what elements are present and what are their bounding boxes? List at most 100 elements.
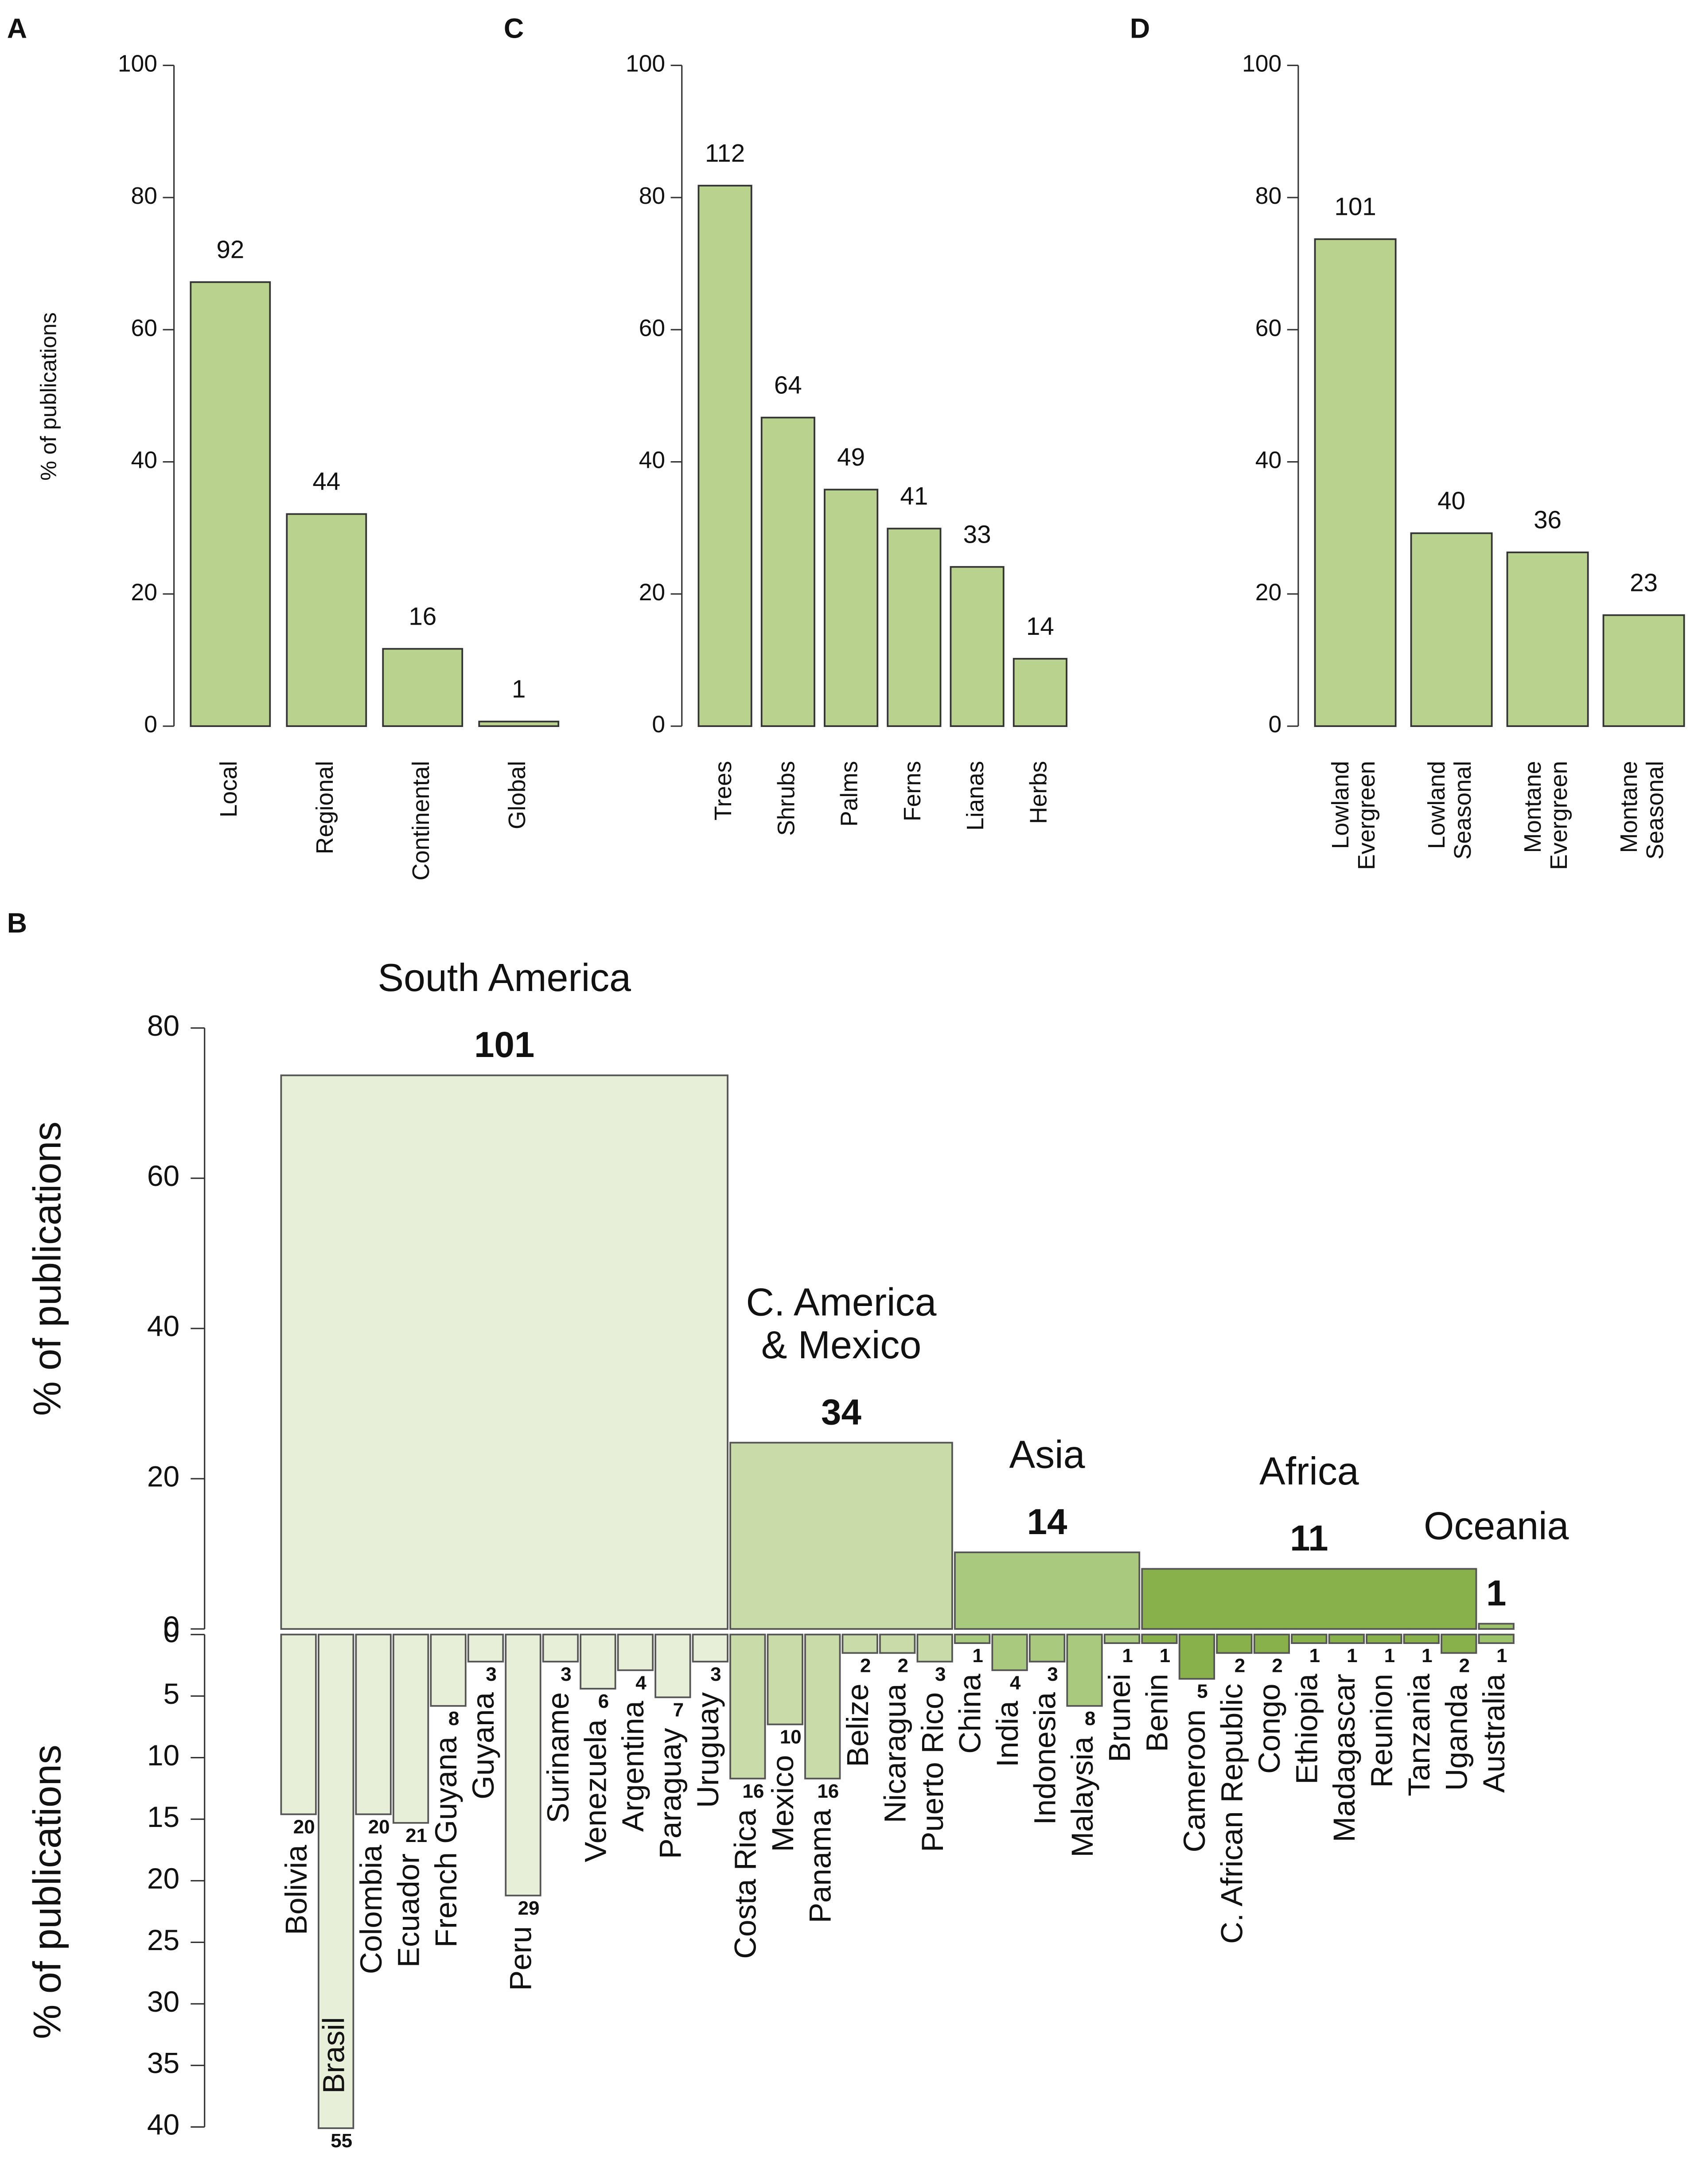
country-bar bbox=[280, 1633, 317, 1815]
bar bbox=[1410, 532, 1493, 727]
country-count: 16 bbox=[817, 1780, 839, 1802]
country-count: 3 bbox=[1047, 1663, 1058, 1685]
group-bar bbox=[1478, 1623, 1515, 1630]
x-tick-label: LowlandEvergreen bbox=[1328, 761, 1380, 870]
x-tick-label-line: Evergreen bbox=[1354, 761, 1380, 870]
country-label: Belize bbox=[840, 1683, 875, 1767]
country-label: Brasil bbox=[316, 2017, 351, 2094]
group-name: South America bbox=[378, 956, 631, 999]
y2-tick-label: 5 bbox=[164, 1677, 180, 1710]
country-bar bbox=[1291, 1633, 1328, 1644]
country-bar bbox=[954, 1633, 991, 1644]
country-label: Indonesia bbox=[1027, 1692, 1062, 1825]
country-label: Cameroon bbox=[1177, 1710, 1211, 1853]
country-bar bbox=[617, 1633, 654, 1671]
bar bbox=[697, 185, 752, 727]
x-tick-label: Local bbox=[216, 761, 242, 818]
country-bar bbox=[1028, 1633, 1066, 1663]
country-label: Peru bbox=[503, 1926, 538, 1991]
country-bar bbox=[505, 1633, 541, 1896]
count-label: 64 bbox=[774, 371, 802, 399]
bar bbox=[1506, 551, 1589, 727]
country-count: 3 bbox=[710, 1663, 721, 1685]
group-count: 14 bbox=[1027, 1502, 1067, 1542]
country-count: 10 bbox=[780, 1726, 802, 1748]
country-count: 2 bbox=[860, 1655, 871, 1676]
country-count: 1 bbox=[1422, 1645, 1432, 1667]
country-bar bbox=[767, 1633, 803, 1725]
count-label: 49 bbox=[837, 443, 865, 471]
country-bar bbox=[1403, 1633, 1440, 1644]
country-bar bbox=[804, 1633, 841, 1780]
country-label: French Guyana bbox=[428, 1736, 463, 1947]
country-count: 21 bbox=[405, 1825, 427, 1846]
country-label: Guyana bbox=[466, 1692, 500, 1799]
y2-tick-label: 10 bbox=[147, 1739, 179, 1772]
country-label: Madagascar bbox=[1327, 1674, 1361, 1842]
country-label: Panama bbox=[802, 1809, 837, 1923]
y-tick-label: 100 bbox=[626, 51, 665, 77]
panel-label: C bbox=[504, 13, 524, 44]
country-count: 2 bbox=[898, 1655, 908, 1676]
bar bbox=[382, 648, 464, 727]
country-label: Brunei bbox=[1102, 1674, 1137, 1762]
country-bar bbox=[430, 1633, 467, 1707]
y-tick-label: 40 bbox=[147, 1310, 179, 1342]
y-tick-label: 40 bbox=[639, 447, 665, 474]
country-label: Tanzania bbox=[1402, 1674, 1436, 1796]
group-bar bbox=[1141, 1568, 1477, 1630]
country-label: Argentina bbox=[615, 1701, 650, 1832]
country-label: China bbox=[952, 1674, 987, 1754]
country-label: Ethiopia bbox=[1289, 1674, 1324, 1784]
x-tick-label: Regional bbox=[312, 761, 338, 855]
country-bar bbox=[1216, 1633, 1253, 1654]
country-label: Ecuador bbox=[391, 1854, 425, 1967]
country-bar bbox=[1478, 1633, 1515, 1644]
bar bbox=[1314, 238, 1397, 727]
country-count: 3 bbox=[486, 1663, 496, 1685]
country-count: 1 bbox=[1160, 1645, 1170, 1667]
group-count: 34 bbox=[821, 1392, 861, 1432]
y2-tick-label: 20 bbox=[147, 1862, 179, 1895]
country-label: Mexico bbox=[765, 1755, 800, 1852]
group-name: Oceania bbox=[1424, 1504, 1569, 1548]
y2-tick-label: 30 bbox=[147, 1985, 179, 2018]
country-bar bbox=[1253, 1633, 1290, 1654]
group-name-line: C. America bbox=[746, 1280, 937, 1324]
y-tick-label: 80 bbox=[147, 1009, 179, 1042]
country-count: 2 bbox=[1272, 1655, 1282, 1676]
country-bar bbox=[1103, 1633, 1141, 1644]
country-bar bbox=[916, 1633, 953, 1663]
country-count: 1 bbox=[972, 1645, 983, 1667]
bar bbox=[1013, 658, 1067, 727]
country-count: 2 bbox=[1235, 1655, 1245, 1676]
count-label: 40 bbox=[1437, 486, 1465, 514]
y-tick-label: 0 bbox=[164, 1610, 180, 1643]
country-label: Benin bbox=[1140, 1674, 1174, 1752]
y-axis-label: % of publications bbox=[36, 312, 61, 481]
bar bbox=[478, 720, 560, 727]
country-bar bbox=[467, 1633, 504, 1663]
count-label: 101 bbox=[1334, 193, 1376, 221]
count-label: 92 bbox=[216, 236, 244, 264]
country-count: 1 bbox=[1347, 1645, 1357, 1667]
country-bar bbox=[317, 1633, 354, 2129]
count-label: 112 bbox=[705, 139, 745, 167]
y2-tick-label: 15 bbox=[147, 1800, 179, 1833]
y-tick-label: 0 bbox=[652, 711, 665, 738]
x-tick-label: Herbs bbox=[1025, 761, 1052, 824]
country-count: 1 bbox=[1309, 1645, 1320, 1667]
country-bar bbox=[392, 1633, 429, 1824]
country-label: Congo bbox=[1252, 1683, 1286, 1774]
country-bar bbox=[1066, 1633, 1103, 1707]
country-label: Malaysia bbox=[1065, 1736, 1099, 1857]
count-label: 1 bbox=[512, 675, 526, 703]
country-label: Venezuela bbox=[578, 1719, 613, 1862]
country-bar bbox=[542, 1633, 579, 1663]
y-tick-label: 80 bbox=[639, 183, 665, 209]
country-label: Reunion bbox=[1364, 1674, 1399, 1788]
y-tick-label: 60 bbox=[639, 315, 665, 341]
bar bbox=[760, 416, 815, 727]
group-count: 11 bbox=[1290, 1518, 1328, 1558]
